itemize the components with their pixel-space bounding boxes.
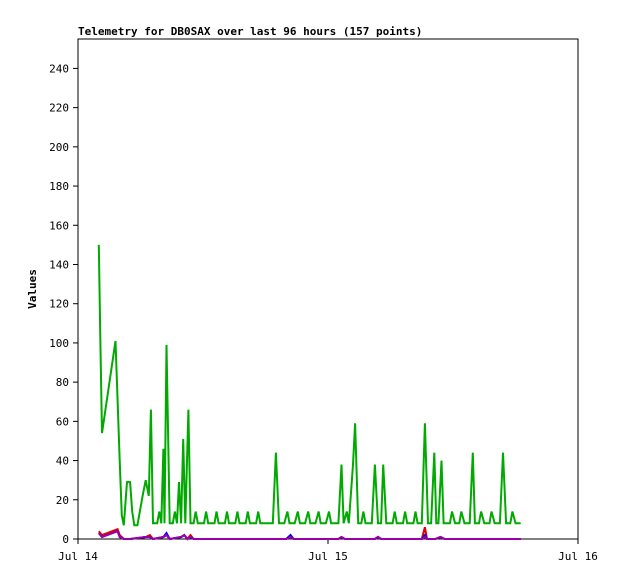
y-tick-label: 220 [49, 102, 69, 115]
series-line-4 [98, 529, 521, 541]
y-tick-label: 120 [49, 298, 69, 311]
x-axis-ticks: Jul 14 Jul 15 Jul 16 [58, 539, 598, 563]
y-tick-label: 0 [62, 533, 69, 546]
chart-title: Telemetry for DB0SAX over last 96 hours … [78, 25, 422, 38]
x-tick-label: Jul 14 [58, 550, 98, 563]
x-tick-label: Jul 15 [308, 550, 348, 563]
y-tick-label: 80 [56, 376, 69, 389]
y-axis-label: Values [26, 269, 39, 309]
y-tick-label: 180 [49, 180, 69, 193]
y-tick-label: 100 [49, 337, 69, 350]
y-tick-label: 160 [49, 219, 69, 232]
series-line-1 [97, 244, 521, 527]
y-tick-label: 240 [49, 62, 69, 75]
y-tick-label: 40 [56, 455, 69, 468]
y-axis-ticks: 0 20 40 60 80 100 120 140 160 180 200 220 240 [49, 62, 78, 546]
y-tick-label: 200 [49, 141, 69, 154]
x-tick-label: Jul 16 [558, 550, 598, 563]
y-tick-label: 60 [56, 415, 69, 428]
series-layer [97, 244, 521, 541]
y-tick-label: 20 [56, 494, 69, 507]
y-tick-label: 140 [49, 258, 69, 271]
